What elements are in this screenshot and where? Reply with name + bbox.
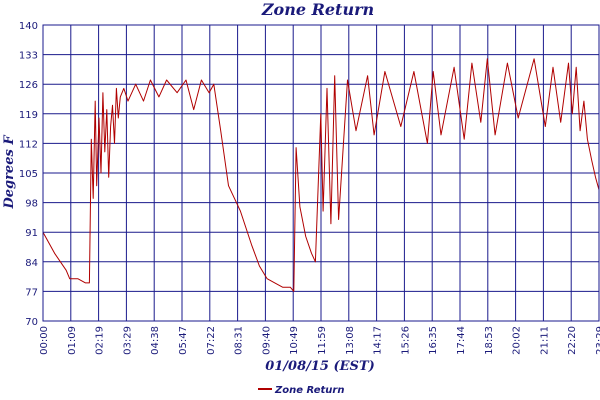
y-axis-ticks: 70 77 84 91 98 105 112 119 126 133 140	[19, 21, 38, 328]
x-tick-label: 08:31	[234, 326, 245, 355]
x-tick-label: 02:19	[95, 326, 106, 355]
x-tick-label: 16:35	[428, 326, 439, 355]
x-tick-label: 04:38	[150, 326, 161, 355]
x-tick-label: 09:40	[261, 326, 272, 355]
y-tick-label: 77	[25, 287, 38, 298]
x-tick-label: 01:09	[67, 326, 78, 355]
x-tick-label: 23:29	[595, 326, 600, 355]
y-tick-label: 84	[25, 258, 38, 269]
x-tick-label: 22:20	[567, 326, 578, 355]
x-tick-label: 03:29	[122, 326, 133, 355]
series-layer	[42, 58, 600, 292]
x-tick-label: 10:49	[289, 326, 300, 355]
x-tick-label: 07:22	[206, 326, 217, 355]
x-tick-label: 18:53	[484, 326, 495, 355]
y-tick-label: 112	[19, 139, 38, 150]
y-tick-label: 119	[19, 110, 38, 121]
y-axis-title: Degrees F	[2, 135, 17, 210]
x-tick-label: 21:11	[539, 326, 550, 355]
x-tick-label: 11:59	[317, 326, 328, 355]
y-tick-label: 126	[19, 80, 38, 91]
x-tick-label: 17:44	[456, 326, 467, 355]
y-tick-label: 91	[25, 228, 38, 239]
legend-label: Zone Return	[274, 385, 344, 396]
y-tick-label: 133	[19, 51, 38, 62]
plot-frame	[42, 24, 600, 322]
y-tick-label: 70	[25, 317, 38, 328]
x-tick-label: 14:17	[373, 326, 384, 355]
y-tick-label: 98	[25, 199, 38, 210]
x-axis-title: 01/08/15 (EST)	[265, 359, 375, 374]
x-axis-ticks: 00:00 01:09 02:19 03:29 04:38 05:47 07:22 08:31…	[39, 326, 600, 355]
legend: Zone Return	[258, 385, 344, 396]
x-tick-label: 00:00	[39, 326, 50, 355]
y-tick-label: 140	[19, 21, 38, 32]
grid	[42, 24, 600, 322]
y-tick-label: 105	[19, 169, 38, 180]
x-tick-label: 05:47	[178, 326, 189, 355]
x-tick-label: 20:02	[512, 326, 523, 355]
series-line-zone-return	[42, 58, 600, 292]
x-tick-label: 13:08	[345, 326, 356, 355]
chart-title: Zone Return	[261, 0, 374, 19]
x-tick-label: 15:26	[400, 326, 411, 355]
